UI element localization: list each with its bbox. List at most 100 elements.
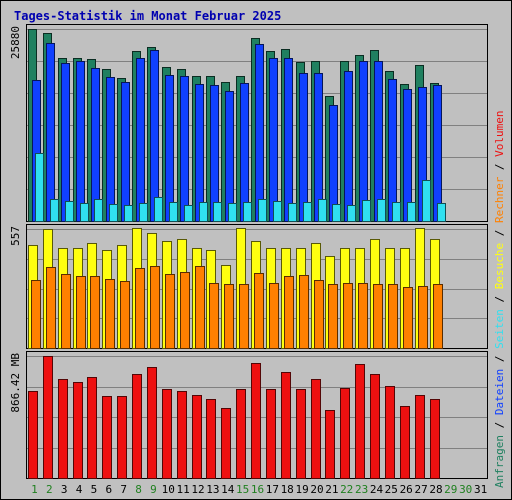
x-tick-label: 3 bbox=[61, 483, 68, 496]
x-tick-label: 12 bbox=[191, 483, 204, 496]
y-max-label: 25880 bbox=[9, 26, 22, 59]
bar-dateien bbox=[388, 79, 397, 222]
bar-seiten bbox=[377, 199, 386, 222]
bar-seiten bbox=[109, 204, 118, 222]
bar-seiten bbox=[407, 202, 416, 222]
x-tick-label: 13 bbox=[206, 483, 219, 496]
bar-seiten bbox=[80, 203, 89, 222]
bar-seiten bbox=[154, 197, 163, 222]
x-tick-label: 18 bbox=[281, 483, 294, 496]
chart-panel-1: 25880 bbox=[9, 24, 488, 222]
x-tick-label: 1 bbox=[31, 483, 38, 496]
bar-volumen bbox=[117, 396, 127, 479]
bar-volumen bbox=[162, 389, 172, 479]
side-legend-part: Rechner bbox=[493, 176, 506, 223]
bar-volumen bbox=[311, 379, 321, 479]
side-legend-part: Besuche bbox=[493, 243, 506, 289]
y-max-label: 557 bbox=[9, 226, 22, 246]
bar-dateien bbox=[195, 84, 204, 222]
side-legend-part: / bbox=[493, 415, 506, 435]
bar-rechner bbox=[105, 279, 115, 349]
bar-volumen bbox=[400, 406, 410, 479]
side-legend: Anfragen / Dateien / Seiten / Besuche / … bbox=[493, 110, 506, 488]
bar-volumen bbox=[102, 396, 112, 479]
bar-rechner bbox=[403, 287, 413, 349]
x-tick-label: 25 bbox=[385, 483, 398, 496]
bar-dateien bbox=[299, 73, 308, 222]
bar-seiten bbox=[303, 202, 312, 222]
bar-rechner bbox=[150, 266, 160, 349]
x-tick-label: 20 bbox=[310, 483, 323, 496]
bar-volumen bbox=[28, 391, 38, 479]
bar-seiten bbox=[347, 205, 356, 222]
bar-rechner bbox=[239, 284, 249, 349]
bar-volumen bbox=[206, 399, 216, 479]
x-tick-label: 30 bbox=[459, 483, 472, 496]
bar-volumen bbox=[43, 356, 53, 479]
x-tick-label: 14 bbox=[221, 483, 235, 496]
bar-seiten bbox=[362, 200, 371, 222]
bar-dateien bbox=[374, 61, 383, 222]
x-tick-label: 15 bbox=[236, 483, 249, 496]
bar-seiten bbox=[332, 204, 341, 222]
x-tick-label: 17 bbox=[266, 483, 279, 496]
x-tick-label: 27 bbox=[414, 483, 427, 496]
bar-rechner bbox=[358, 283, 368, 349]
side-legend-part: Volumen bbox=[493, 110, 506, 156]
bar-seiten bbox=[273, 201, 282, 222]
bar-seiten bbox=[422, 180, 431, 222]
x-tick-label: 9 bbox=[150, 483, 157, 496]
bar-dateien bbox=[284, 58, 293, 222]
chart-panel-3: 866.42 MB bbox=[9, 351, 488, 479]
bar-dateien bbox=[136, 58, 145, 222]
bar-rechner bbox=[90, 276, 100, 349]
bar-rechner bbox=[31, 280, 41, 349]
bar-rechner bbox=[209, 283, 219, 349]
chart-panel-2: 557 bbox=[9, 224, 488, 349]
x-tick-label: 16 bbox=[251, 483, 264, 496]
bar-dateien bbox=[359, 61, 368, 222]
bar-dateien bbox=[344, 71, 353, 222]
bar-seiten bbox=[199, 202, 208, 222]
x-tick-label: 19 bbox=[295, 483, 308, 496]
bar-rechner bbox=[418, 286, 428, 349]
bar-seiten bbox=[288, 203, 297, 222]
series-seiten bbox=[35, 153, 446, 222]
bar-rechner bbox=[269, 283, 279, 349]
bar-rechner bbox=[120, 281, 130, 349]
bar-seiten bbox=[50, 199, 59, 222]
bar-dateien bbox=[106, 77, 115, 222]
y-max-label: 866.42 MB bbox=[9, 353, 22, 413]
bar-seiten bbox=[228, 203, 237, 222]
bar-rechner bbox=[76, 276, 86, 349]
bar-seiten bbox=[35, 153, 44, 222]
bar-rechner bbox=[433, 284, 443, 349]
x-tick-label: 5 bbox=[91, 483, 98, 496]
x-axis-day-labels: 1 2 3 4 5 6 7 8 9 10 11 12 13 14 15 16 17 18 19 20 21 22 23 24 2… bbox=[31, 483, 487, 496]
series-volumen bbox=[28, 356, 440, 479]
bar-rechner bbox=[135, 268, 145, 349]
side-legend-part: Anfragen bbox=[493, 435, 506, 488]
bar-volumen bbox=[281, 372, 291, 479]
x-tick-label: 29 bbox=[444, 483, 457, 496]
bar-volumen bbox=[251, 363, 261, 479]
bar-volumen bbox=[132, 374, 142, 479]
bar-rechner bbox=[373, 284, 383, 349]
bar-rechner bbox=[343, 283, 353, 349]
bar-volumen bbox=[177, 391, 187, 479]
bar-volumen bbox=[236, 389, 246, 479]
bar-rechner bbox=[195, 266, 205, 349]
chart-panels: 25880 557 866.42 MB bbox=[9, 24, 488, 479]
bar-seiten bbox=[243, 202, 252, 222]
bar-seiten bbox=[258, 199, 267, 222]
side-legend-part: Seiten bbox=[493, 309, 506, 349]
bar-volumen bbox=[385, 386, 395, 479]
x-tick-label: 8 bbox=[135, 483, 142, 496]
bar-volumen bbox=[430, 399, 440, 479]
bar-dateien bbox=[61, 63, 70, 222]
bar-rechner bbox=[299, 275, 309, 349]
bar-volumen bbox=[58, 379, 68, 479]
bar-rechner bbox=[314, 280, 324, 349]
side-legend-part: / bbox=[493, 157, 506, 177]
bar-dateien bbox=[403, 89, 412, 222]
